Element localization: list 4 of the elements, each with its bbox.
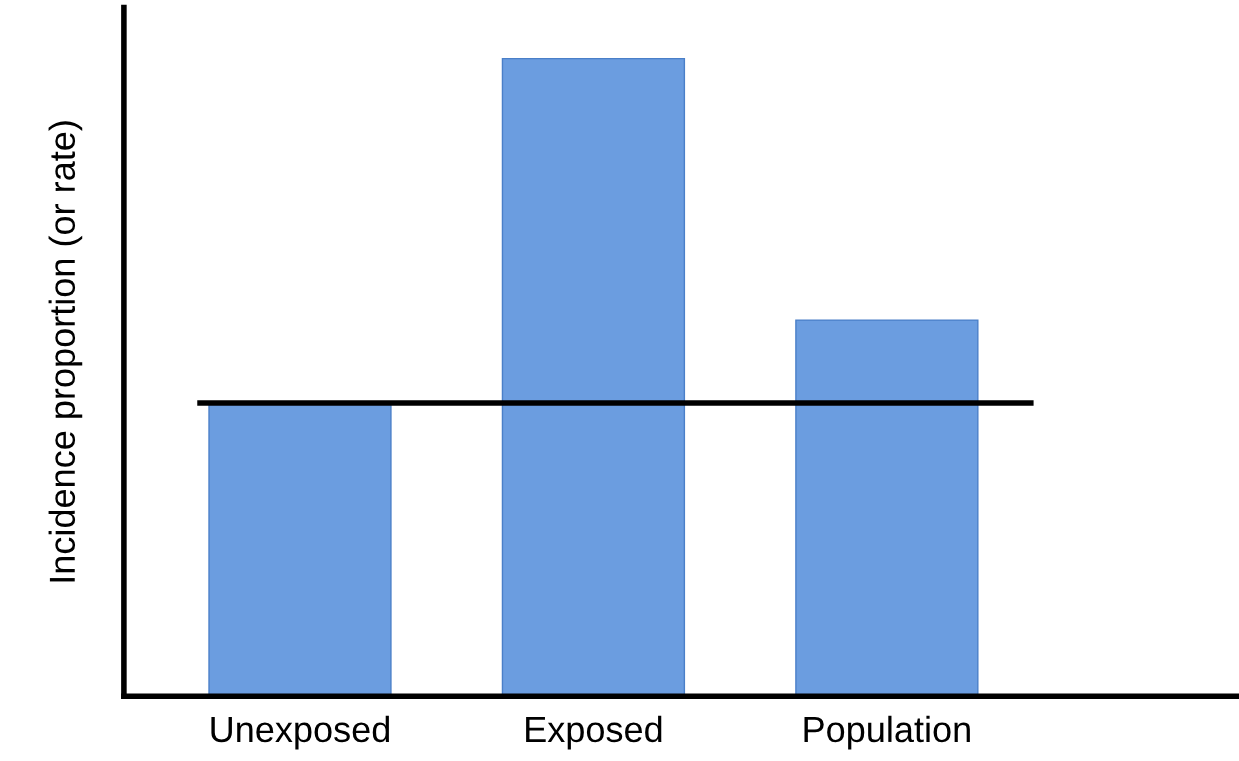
x-tick-label: Exposed — [526, 715, 662, 750]
y-axis-title: Incidence proportion (or rate) — [48, 121, 83, 582]
x-tick-label: Population — [804, 715, 970, 750]
x-tick-label: Unexposed — [211, 715, 389, 750]
